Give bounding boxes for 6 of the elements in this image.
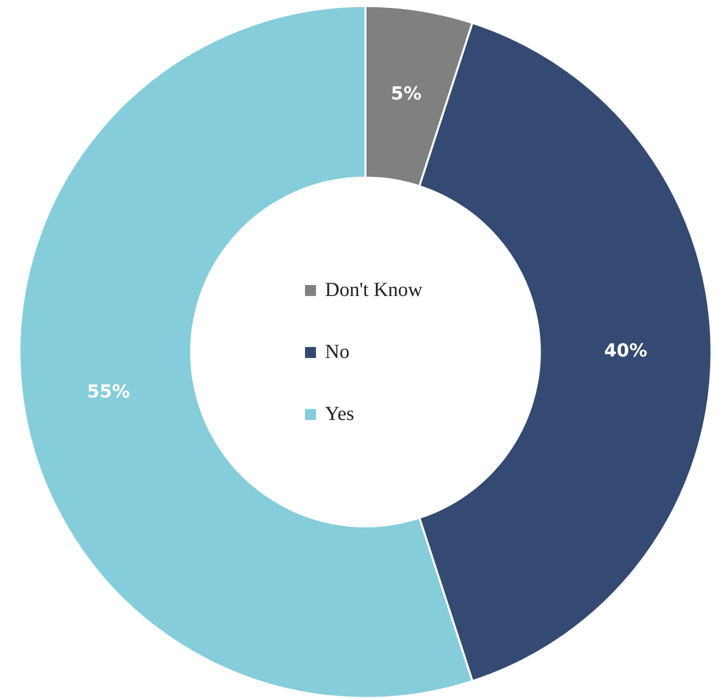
data-label: 40% <box>604 340 648 362</box>
data-label: 5% <box>390 84 422 105</box>
legend-label: No <box>325 340 350 364</box>
data-label: 55% <box>86 381 130 402</box>
legend-label: Don't Know <box>325 278 422 302</box>
legend-label: Yes <box>325 402 354 426</box>
